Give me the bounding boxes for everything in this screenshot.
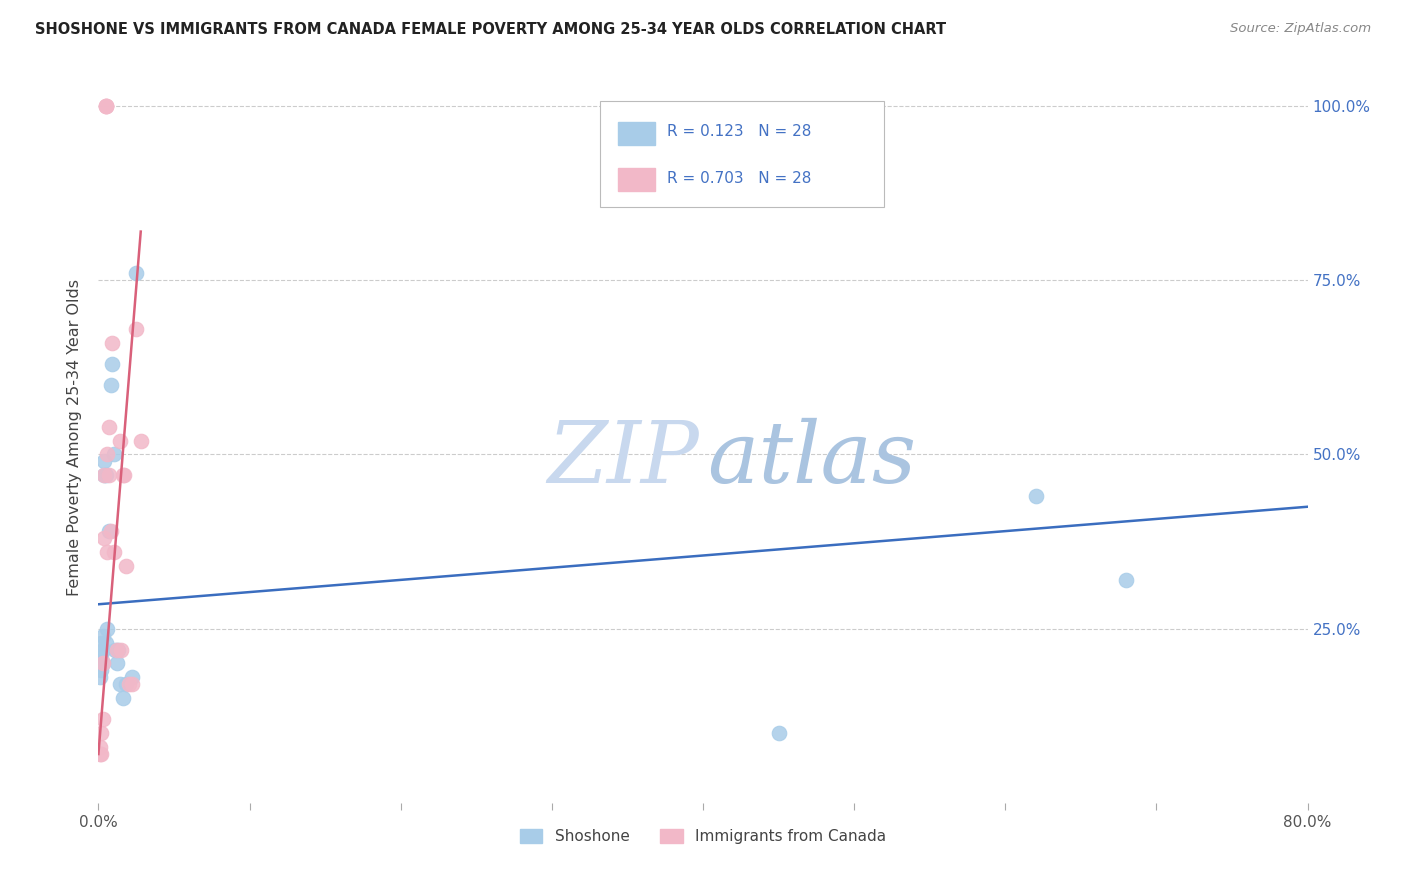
Point — [129, 434, 152, 448]
Point — [121, 677, 143, 691]
Point — [90, 635, 112, 649]
Point — [89, 657, 111, 671]
Text: Source: ZipAtlas.com: Source: ZipAtlas.com — [1230, 22, 1371, 36]
Point — [94, 635, 117, 649]
Point — [91, 712, 114, 726]
Point — [768, 726, 790, 740]
Point — [110, 642, 132, 657]
Point — [107, 642, 129, 657]
FancyBboxPatch shape — [619, 168, 655, 192]
Point — [91, 629, 114, 643]
Point — [105, 642, 128, 657]
Point — [103, 545, 125, 559]
Point — [91, 642, 114, 657]
Point — [111, 468, 134, 483]
Point — [89, 747, 111, 761]
Point — [114, 558, 136, 573]
Point — [118, 677, 141, 691]
Point — [94, 99, 117, 113]
FancyBboxPatch shape — [619, 121, 655, 145]
Point — [90, 726, 112, 740]
Point — [94, 468, 117, 483]
Point — [1115, 573, 1137, 587]
Point — [89, 740, 111, 755]
FancyBboxPatch shape — [600, 101, 884, 207]
Point — [93, 454, 115, 468]
Point — [98, 468, 121, 483]
Point — [94, 99, 117, 113]
Point — [96, 545, 118, 559]
Text: R = 0.703   N = 28: R = 0.703 N = 28 — [666, 171, 811, 186]
Point — [125, 322, 148, 336]
Point — [98, 419, 121, 434]
Point — [125, 266, 148, 280]
Point — [100, 524, 122, 538]
Point — [91, 657, 114, 671]
Point — [101, 336, 124, 351]
Point — [103, 448, 125, 462]
Legend: Shoshone, Immigrants from Canada: Shoshone, Immigrants from Canada — [513, 822, 893, 850]
Point — [108, 677, 131, 691]
Text: SHOSHONE VS IMMIGRANTS FROM CANADA FEMALE POVERTY AMONG 25-34 YEAR OLDS CORRELAT: SHOSHONE VS IMMIGRANTS FROM CANADA FEMAL… — [35, 22, 946, 37]
Point — [105, 657, 128, 671]
Point — [93, 531, 115, 545]
Point — [98, 524, 121, 538]
Point — [104, 642, 127, 657]
Point — [90, 664, 112, 678]
Point — [96, 622, 118, 636]
Point — [114, 677, 136, 691]
Point — [89, 670, 111, 684]
Point — [100, 377, 122, 392]
Point — [93, 468, 115, 483]
Point — [94, 99, 117, 113]
Text: atlas: atlas — [707, 417, 915, 500]
Point — [90, 747, 112, 761]
Point — [112, 468, 135, 483]
Point — [96, 448, 118, 462]
Point — [1024, 489, 1046, 503]
Point — [101, 357, 124, 371]
Point — [121, 670, 143, 684]
Text: ZIP: ZIP — [547, 417, 699, 500]
Point — [90, 649, 112, 664]
Point — [111, 691, 134, 706]
Point — [93, 468, 115, 483]
Point — [91, 657, 114, 671]
Y-axis label: Female Poverty Among 25-34 Year Olds: Female Poverty Among 25-34 Year Olds — [67, 278, 83, 596]
Point — [108, 434, 131, 448]
Text: R = 0.123   N = 28: R = 0.123 N = 28 — [666, 124, 811, 139]
